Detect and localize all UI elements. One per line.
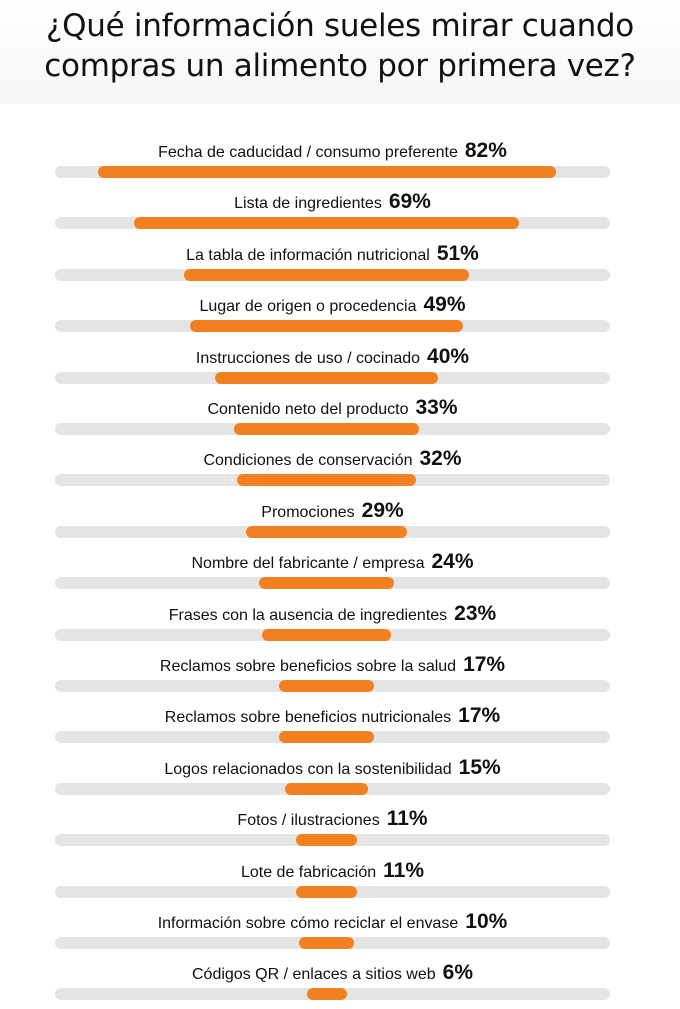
value-label: 33% [415, 396, 458, 419]
category-label: Logos relacionados con la sostenibilidad [164, 760, 452, 778]
bar [214, 371, 439, 384]
bar [295, 834, 358, 847]
bar-label: Promociones 29% [55, 498, 610, 524]
value-label: 6% [442, 961, 474, 985]
bar-label: Condiciones de conservación 32% [55, 448, 610, 472]
category-label: Nombre del fabricante / empresa [191, 555, 425, 573]
bar-label: Frases con la ausencia de ingredientes 23… [55, 601, 610, 627]
bar [259, 577, 394, 590]
category-label: La tabla de información nutricional [186, 246, 430, 264]
value-label: 29% [361, 498, 404, 522]
category-label: Fotos / ilustraciones [237, 812, 380, 830]
value-label: 17% [458, 704, 501, 728]
category-label: Instrucciones de uso / cocinado [195, 349, 421, 367]
category-label: Reclamos sobre beneficios nutricionales [164, 709, 452, 727]
value-label: 24% [431, 550, 474, 574]
category-label: Frases con la ausencia de ingredientes [168, 606, 448, 624]
category-label: Lote de fabricación [240, 863, 377, 881]
bar [279, 731, 374, 744]
category-label: Contenido neto del producto [207, 401, 409, 418]
value-label: 40% [427, 344, 470, 368]
category-label: Códigos QR / enlaces a sitios web [191, 966, 436, 984]
value-label: 17% [463, 653, 506, 676]
bar [284, 782, 369, 795]
bar-label: Reclamos sobre beneficios nutricionales 1… [55, 705, 610, 729]
category-label: Lista de ingredientes [234, 195, 382, 213]
value-label: 23% [454, 601, 497, 625]
bar-label: Instrucciones de uso / cocinado 40% [55, 344, 610, 370]
bar [184, 268, 469, 281]
bar [279, 680, 374, 692]
bar-label: Lugar de origen o procedencia 49% [55, 294, 610, 318]
category-label: Lugar de origen o procedencia [199, 298, 417, 316]
bar-label: Lote de fabricación 11% [55, 858, 610, 884]
value-label: 69% [388, 190, 431, 214]
bar [234, 423, 419, 435]
value-label: 82% [464, 139, 507, 162]
bar [306, 988, 347, 1001]
bar [189, 320, 464, 333]
value-label: 15% [458, 755, 501, 779]
bar [133, 217, 520, 230]
value-label: 11% [383, 858, 425, 882]
category-label: Condiciones de conservación [203, 452, 413, 470]
bar-label: Reclamos sobre beneficios sobre la salud… [55, 654, 610, 678]
value-label: 10% [465, 910, 508, 933]
chart-title-line-2: compras un alimento por primera vez? [44, 48, 636, 84]
bar-label: Fotos / ilustraciones 11% [55, 808, 610, 832]
bar-label: La tabla de información nutricional 51% [55, 241, 610, 267]
category-label: Reclamos sobre beneficios sobre la salud [159, 658, 457, 675]
bar [298, 937, 355, 949]
value-label: 51% [436, 241, 479, 265]
bar-label: Logos relacionados con la sostenibilidad… [55, 755, 610, 781]
bar-label: Fecha de caducidad / consumo preferente 8… [55, 140, 610, 164]
bar-label: Nombre del fabricante / empresa 24% [55, 551, 610, 575]
value-label: 11% [386, 807, 428, 831]
bar-label: Códigos QR / enlaces a sitios web 6% [55, 962, 610, 986]
bar [262, 628, 391, 641]
bar-label: Información sobre cómo reciclar el envas… [55, 911, 610, 935]
bar-label: Contenido neto del producto 33% [55, 397, 610, 421]
bar [237, 474, 416, 487]
chart-title: ¿Qué información sueles mirar cuando com… [0, 6, 680, 86]
category-label: Fecha de caducidad / consumo preferente [158, 144, 458, 161]
value-label: 32% [419, 447, 462, 471]
title-background [0, 0, 680, 104]
category-label: Información sobre cómo reciclar el envas… [157, 915, 459, 932]
value-label: 49% [423, 293, 466, 317]
category-label: Promociones [261, 503, 355, 521]
bar [245, 525, 408, 538]
bar [97, 166, 556, 178]
chart-title-line-1: ¿Qué información sueles mirar cuando [46, 8, 634, 44]
bar-label: Lista de ingredientes 69% [55, 191, 610, 215]
bar [295, 885, 358, 898]
